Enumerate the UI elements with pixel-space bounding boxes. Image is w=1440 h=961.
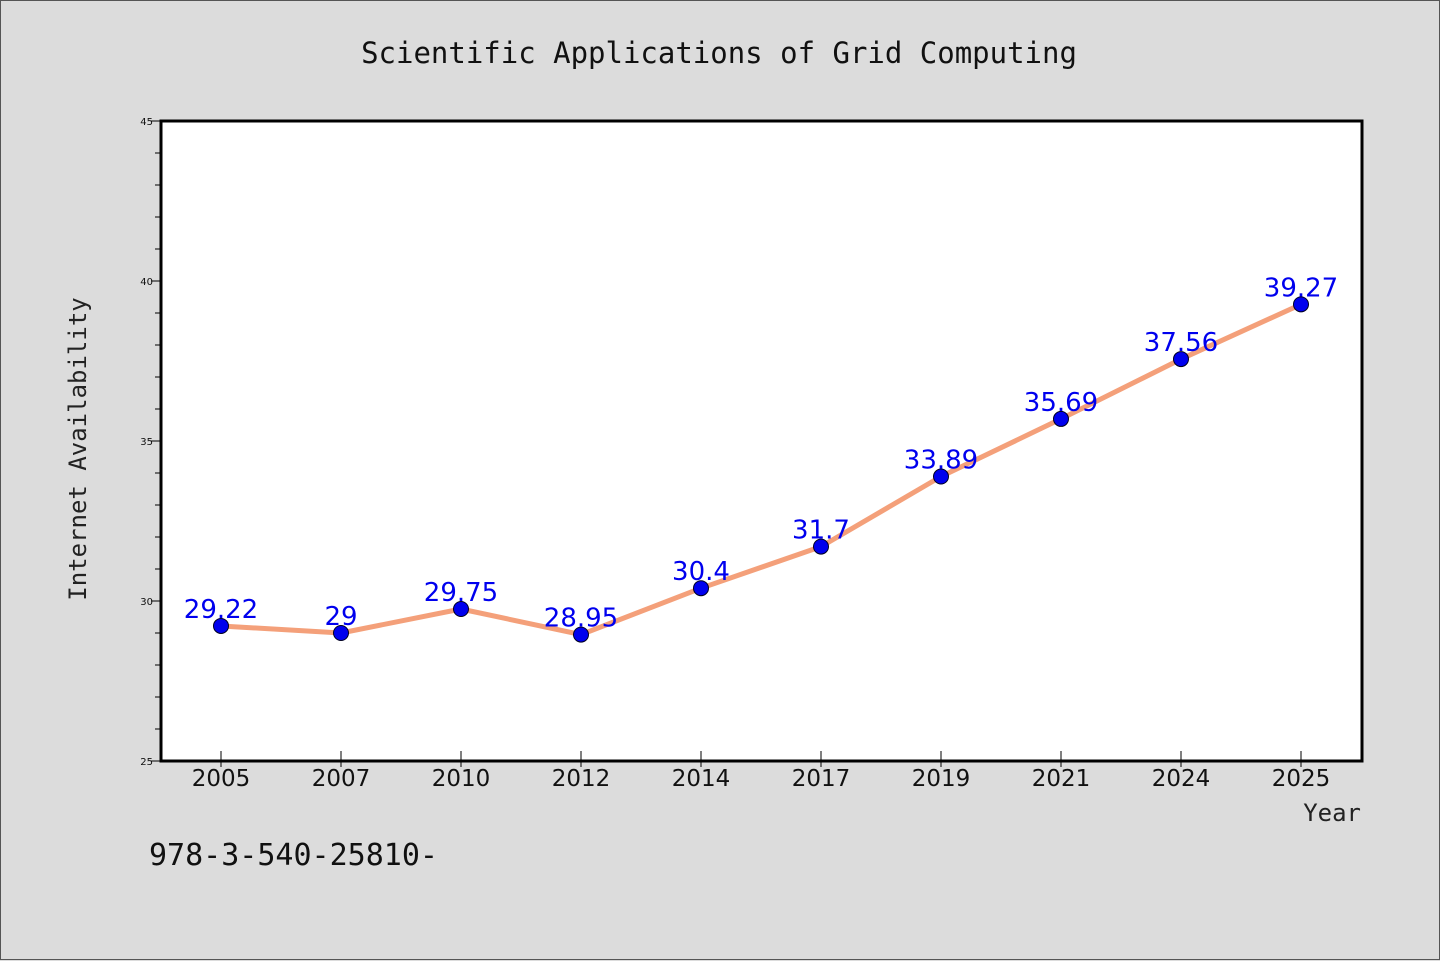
data-point-marker	[1293, 296, 1309, 313]
y-tick-label: 40	[140, 277, 153, 288]
plot-area	[159, 119, 1364, 763]
x-tick-label: 2017	[792, 766, 851, 792]
x-tick-label: 2007	[312, 766, 371, 792]
data-point-marker	[573, 626, 589, 643]
x-tick-label: 2005	[192, 766, 251, 792]
x-tick-label: 2012	[552, 766, 611, 792]
x-tick-label: 2010	[432, 766, 491, 792]
series-line	[218, 301, 1304, 638]
data-label: 39.27	[1264, 273, 1338, 303]
data-label: 30.4	[672, 557, 730, 587]
data-label: 33.89	[904, 446, 978, 476]
data-point-marker	[1173, 351, 1189, 368]
data-point-marker	[693, 580, 709, 597]
data-label: 29	[324, 602, 357, 632]
data-label: 29.22	[184, 595, 258, 625]
y-tick-label: 35	[140, 437, 153, 448]
x-axis-title: Year	[1303, 799, 1361, 827]
x-tick-label: 2021	[1032, 766, 1091, 792]
x-tick-label: 2014	[672, 766, 731, 792]
data-label-group: 29.22 29 29.75 28.95 30.4 31.7 33.89 35.69 37.56…	[184, 273, 1338, 633]
data-point-marker	[813, 538, 829, 555]
y-axis-title: Internet Availability	[64, 297, 92, 600]
y-tick-label: 45	[140, 117, 153, 128]
data-point-marker	[1053, 410, 1069, 427]
x-tick-label: 2025	[1272, 766, 1331, 792]
y-tick-label: 25	[140, 757, 153, 768]
data-label: 28.95	[544, 604, 618, 634]
data-point-marker	[453, 601, 469, 617]
data-label: 37.56	[1144, 328, 1218, 358]
x-tick-label: 2019	[912, 766, 971, 792]
data-label: 29.75	[424, 578, 498, 608]
data-label: 31.7	[792, 516, 850, 546]
y-tick-label: 30	[140, 597, 153, 608]
series-line-group	[218, 301, 1304, 638]
marker-group	[213, 296, 1309, 643]
x-tick-label: 2024	[1152, 766, 1211, 792]
x-axis: 2005 2007 2010 2012 2014 2017 2019 2021 2024 2025	[192, 751, 1331, 792]
chart-title: Scientific Applications of Grid Computin…	[361, 36, 1077, 70]
y-axis: 25 30 35 40 45	[140, 117, 161, 768]
data-point-marker	[933, 468, 949, 485]
data-point-marker	[333, 625, 349, 641]
data-point-marker	[213, 617, 229, 634]
data-label: 35.69	[1024, 388, 1098, 418]
footnote-text: 978-3-540-25810-	[149, 838, 438, 873]
